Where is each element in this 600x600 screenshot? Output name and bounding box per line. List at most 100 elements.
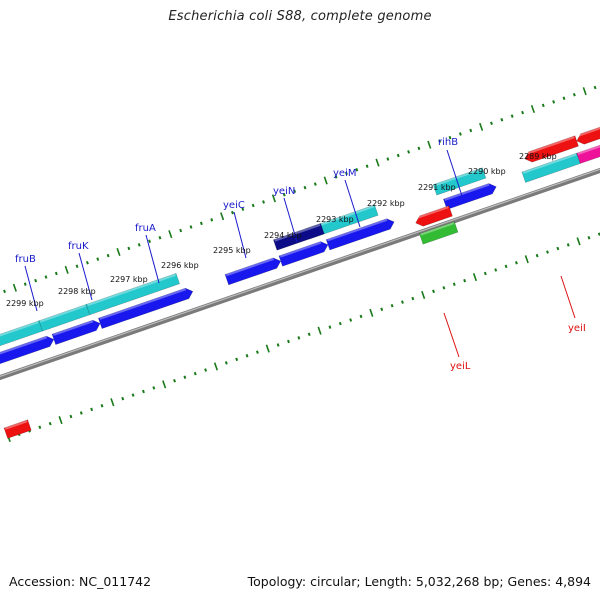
inner-tick (142, 389, 145, 394)
inner-tick (359, 314, 363, 319)
inner-tick (69, 414, 73, 419)
inner-tick (110, 398, 115, 407)
feature-red-yeiL (415, 205, 453, 227)
gene-label-fruK: fruK (68, 241, 89, 252)
feature-red-2-highlight (575, 127, 600, 138)
gene-label-rihB: rihB (438, 137, 458, 148)
feature-red-yeiL-highlight (414, 206, 449, 220)
outer-tick (179, 228, 183, 233)
feature-magenta (576, 144, 600, 164)
inner-tick (338, 321, 342, 326)
inner-tick (535, 253, 539, 258)
inner-tick (224, 361, 228, 365)
outer-tick (271, 194, 276, 203)
feature-cyan-yeiI-highlight (522, 153, 577, 174)
inner-tick (587, 236, 591, 240)
feature-blue-fruA (98, 287, 194, 329)
inner-tick (307, 332, 311, 337)
inner-tick (265, 344, 270, 353)
outer-tick (396, 153, 400, 158)
inner-tick (369, 308, 374, 317)
feature-red-edge (3, 419, 32, 439)
outer-tick (303, 185, 307, 190)
outer-tick (34, 278, 38, 283)
kbp-label: 2293 kbp (316, 215, 354, 224)
feature-red-yeiI (524, 135, 579, 163)
kbp-label: 2297 kbp (110, 275, 148, 284)
label-leader-lines (24, 149, 576, 358)
feature-layer (0, 126, 600, 439)
inner-tick (193, 371, 197, 376)
inner-tick (380, 307, 384, 312)
feature-blue-fruB (0, 335, 55, 365)
outer-tick (210, 218, 214, 222)
feature-cyan-yeiM-highlight (306, 205, 375, 231)
feature-blue-yeiC-highlight (226, 257, 274, 277)
outer-tick (199, 221, 203, 226)
inner-tick (100, 404, 104, 408)
inner-tick (483, 271, 487, 276)
backbone-highlight (0, 168, 600, 377)
inner-tick (121, 396, 125, 401)
outer-tick (375, 158, 380, 167)
outer-tick (44, 275, 48, 279)
outer-tick (75, 264, 79, 269)
yeiI-leader (560, 275, 576, 319)
gene-label-yeiN: yeiN (273, 186, 295, 197)
map-title: Escherichia coli S88, complete genome (168, 9, 432, 24)
outer-tick (562, 96, 566, 101)
kbp-label-layer: 2289 kbp 2290 kbp 2291 kbp 2292 kbp 2293 kbp… (6, 152, 557, 308)
yeiN-leader (283, 197, 298, 243)
outer-tick (417, 146, 421, 151)
inner-tick (546, 250, 549, 254)
inner-tick (576, 237, 581, 246)
feature-blue-rihB-highlight (444, 183, 490, 201)
outer-tick (85, 260, 89, 265)
kbp-label: 2290 kbp (468, 167, 506, 176)
outer-tick (220, 212, 225, 221)
outer-tick (552, 100, 556, 104)
inner-tick (183, 375, 187, 379)
feature-cyan-fruA-highlight (87, 273, 176, 307)
inner-tick (524, 255, 529, 264)
outer-tick (427, 140, 432, 149)
outer-tick (593, 85, 597, 90)
inner-tick (442, 286, 446, 290)
feature-blue-rihB (443, 183, 497, 210)
feature-blue-yeiC (224, 257, 282, 286)
inner-tick (411, 296, 415, 301)
genome-backbone (0, 167, 600, 381)
gene-label-fruA: fruA (135, 223, 156, 234)
inner-tick (472, 273, 478, 282)
outer-tick (365, 164, 369, 168)
kbp-label: 2294 kbp (264, 231, 302, 240)
feature-red-edge-highlight (4, 420, 28, 430)
feature-cyan-fruB-highlight (0, 321, 39, 337)
inner-tick (152, 386, 156, 390)
feature-cyan-fruA (85, 273, 180, 316)
outer-tick (386, 157, 390, 161)
inner-tick (90, 407, 94, 412)
outer-tick (54, 271, 58, 276)
feature-cyan-rihB (432, 167, 487, 196)
outer-tick (458, 132, 462, 136)
outer-tick (407, 150, 411, 154)
outer-tick (355, 168, 359, 172)
outer-tick (12, 283, 17, 292)
outer-tick (438, 139, 442, 143)
accession-text: Accession: NC_011742 (9, 574, 152, 589)
rihB-leader (446, 149, 463, 197)
inner-tick (58, 416, 63, 425)
inner-tick (556, 246, 560, 251)
outer-tick (189, 225, 193, 229)
inner-tick (204, 368, 208, 372)
inner-tick (421, 290, 426, 300)
gene-label-yeiI: yeiI (568, 323, 586, 334)
inner-tick (504, 264, 508, 269)
outer-tick (23, 282, 27, 286)
gene-label-yeiM: yeiM (333, 168, 356, 179)
kbp-label: 2298 kbp (58, 287, 96, 296)
inner-tick (494, 268, 498, 272)
inner-tick (255, 350, 259, 354)
